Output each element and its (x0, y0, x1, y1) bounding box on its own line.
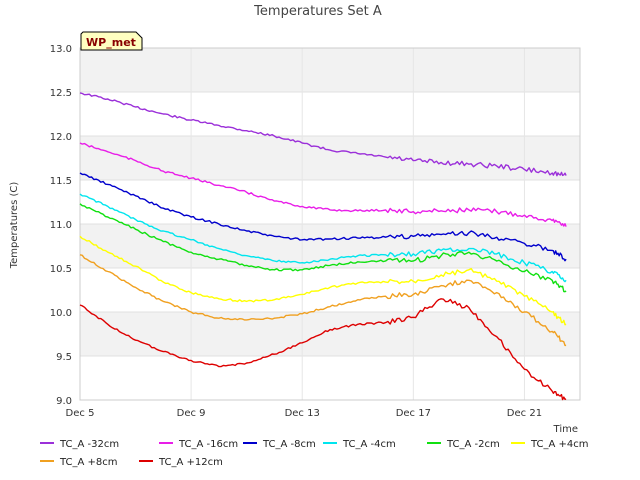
series-layer (79, 92, 567, 401)
series-line (79, 172, 567, 262)
legend-item: TC_A +8cm (40, 457, 118, 468)
plot-grid (79, 47, 580, 401)
plot-band (80, 92, 580, 136)
legend-label: TC_A +12cm (158, 457, 223, 468)
x-tick-label: Dec 17 (396, 408, 431, 419)
legend-item: TC_A -4cm (323, 439, 396, 450)
plot-band (80, 268, 580, 312)
chart-title: Temperatures Set A (253, 4, 382, 19)
y-tick-label: 10.5 (50, 264, 72, 275)
plot-band (80, 224, 580, 268)
x-tick-label: Dec 21 (507, 408, 542, 419)
y-tick-label: 10.0 (50, 308, 72, 319)
legend-label: TC_A -4cm (342, 439, 396, 450)
x-tick-label: Dec 9 (177, 408, 206, 419)
legend-label: TC_A -32cm (59, 439, 119, 450)
legend-label: TC_A -8cm (262, 439, 316, 450)
legend-item: TC_A +4cm (511, 439, 589, 450)
x-axis-ticks: Dec 5 Dec 9 Dec 13 Dec 17 Dec 21 (66, 408, 543, 419)
y-tick-label: 11.0 (50, 220, 72, 231)
series-line (79, 298, 567, 401)
badge-label: WP_met (86, 36, 136, 49)
plot-band (80, 136, 580, 180)
legend-item: TC_A -2cm (427, 439, 500, 450)
legend-item: TC_A +12cm (139, 457, 223, 468)
plot-bands (80, 48, 580, 400)
y-tick-label: 11.5 (50, 176, 72, 187)
series-line (79, 235, 567, 326)
legend-label: TC_A +4cm (530, 439, 589, 450)
plot-band (80, 312, 580, 356)
legend-item: TC_A -32cm (40, 439, 119, 450)
x-tick-label: Dec 13 (285, 408, 320, 419)
legend-label: TC_A +8cm (59, 457, 118, 468)
y-tick-label: 13.0 (50, 44, 72, 55)
series-line (79, 193, 567, 283)
y-tick-label: 9.0 (56, 396, 72, 407)
x-tick-label: Dec 5 (66, 408, 95, 419)
series-line (79, 142, 567, 227)
series-line (79, 203, 567, 293)
series-line (79, 92, 567, 177)
series-line (79, 254, 567, 347)
y-tick-label: 9.5 (56, 352, 72, 363)
y-tick-label: 12.0 (50, 132, 72, 143)
legend-item: TC_A -8cm (243, 439, 316, 450)
plot-band (80, 356, 580, 400)
y-axis-ticks: 9.0 9.5 10.0 10.5 11.0 11.5 12.0 12.5 13.0 (50, 44, 72, 407)
legend: TC_A -32cm TC_A -16cm TC_A -8cm TC_A -4cm TC… (40, 439, 589, 468)
y-tick-label: 12.5 (50, 88, 72, 99)
plot-band (80, 180, 580, 224)
plot-frame (79, 47, 581, 401)
legend-item: TC_A -16cm (159, 439, 238, 450)
wp-met-badge: WP_met (80, 31, 143, 51)
y-axis-label: Temperatures (C) (9, 182, 20, 270)
plot-band (80, 48, 580, 92)
legend-label: TC_A -16cm (178, 439, 238, 450)
badge-shape (80, 31, 143, 51)
legend-label: TC_A -2cm (446, 439, 500, 450)
x-axis-label: Time (553, 424, 578, 435)
